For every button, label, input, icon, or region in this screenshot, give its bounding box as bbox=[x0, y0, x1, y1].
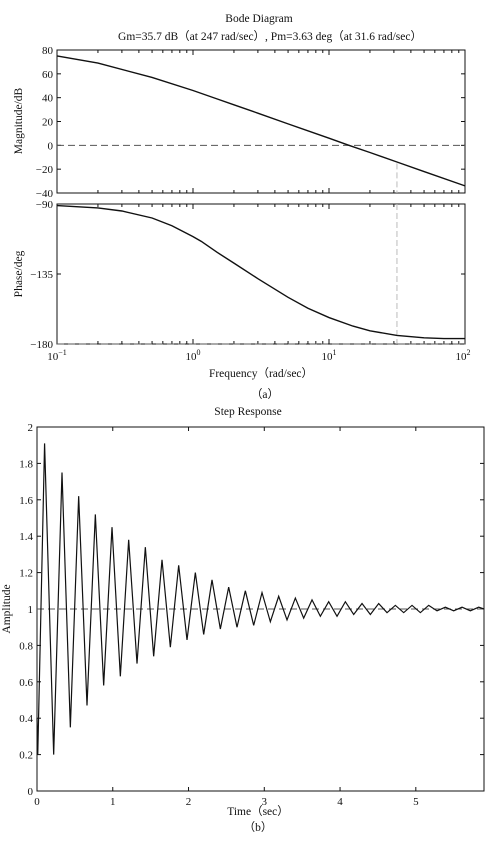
step-x-tick-label: 3 bbox=[262, 796, 268, 808]
magnitude-y-tick-label: −40 bbox=[36, 188, 54, 200]
magnitude-y-tick-label: 20 bbox=[42, 117, 54, 129]
frequency-tick-label: 100 bbox=[186, 348, 201, 363]
frequency-tick-label: 101 bbox=[322, 348, 337, 363]
magnitude-plot-frame bbox=[56, 49, 466, 194]
step-y-tick-label: 0.8 bbox=[19, 640, 33, 652]
amplitude-axis-label: Amplitude bbox=[1, 584, 13, 633]
phase-plot-frame bbox=[56, 203, 466, 345]
magnitude-y-tick-label: −20 bbox=[36, 164, 54, 176]
step-y-tick-label: 0.4 bbox=[19, 713, 33, 725]
step-x-tick-label: 1 bbox=[110, 796, 116, 808]
step-y-tick-label: 1.4 bbox=[19, 531, 33, 543]
step-y-tick-label: 2 bbox=[28, 422, 34, 434]
frequency-axis-label: Frequency（rad/sec） bbox=[209, 367, 313, 380]
caption-a: （a） bbox=[251, 388, 279, 401]
phase-axis-label: Phase/deg bbox=[13, 250, 25, 297]
step-y-tick-label: 0.2 bbox=[19, 750, 33, 762]
bode-subtitle: Gm=35.7 dB（at 247 rad/sec）, Pm=3.63 deg（… bbox=[118, 30, 422, 43]
magnitude-y-ticks: −40 −20 0 20 40 60 80 bbox=[36, 45, 465, 200]
phase-x-ticks bbox=[56, 204, 460, 344]
step-x-tick-label: 4 bbox=[337, 796, 343, 808]
frequency-tick-label: 102 bbox=[456, 348, 471, 363]
step-title: Step Response bbox=[214, 406, 281, 418]
step-y-tick-label: 1.2 bbox=[19, 568, 33, 580]
step-y-ticks: 0 0.2 0.4 0.6 0.8 1 1.2 1.4 1.6 1.8 2 bbox=[19, 422, 484, 798]
step-x-tick-label: 0 bbox=[34, 796, 40, 808]
phase-curve bbox=[56, 204, 465, 340]
magnitude-curve bbox=[56, 55, 466, 187]
caption-b: （b） bbox=[244, 821, 273, 834]
phase-y-tick-label: −180 bbox=[30, 339, 53, 351]
step-y-tick-label: 0 bbox=[28, 786, 34, 798]
step-y-tick-label: 1 bbox=[28, 604, 34, 616]
step-x-tick-label: 2 bbox=[186, 796, 192, 808]
step-response-curve bbox=[36, 443, 485, 755]
phase-panel: −180 −135 −90 Phase/deg bbox=[13, 199, 466, 351]
phase-y-tick-label: −90 bbox=[36, 199, 54, 211]
frequency-tick-labels: 10−1 100 101 102 bbox=[47, 348, 470, 363]
step-x-tick-label: 5 bbox=[413, 796, 419, 808]
magnitude-y-tick-label: 60 bbox=[42, 69, 54, 81]
magnitude-y-tick-label: 80 bbox=[42, 45, 54, 57]
bode-title: Bode Diagram bbox=[225, 13, 292, 25]
phase-y-tick-label: −135 bbox=[30, 269, 53, 281]
magnitude-axis-label: Magnitude/dB bbox=[13, 87, 25, 154]
magnitude-y-tick-label: 40 bbox=[42, 93, 54, 105]
step-y-tick-label: 0.6 bbox=[19, 677, 33, 689]
magnitude-x-ticks bbox=[56, 50, 460, 193]
step-response: Step Response 0 0.2 0.4 0.6 0.8 1 1.2 1.4 1.6 1.8… bbox=[1, 406, 485, 834]
magnitude-y-tick-label: 0 bbox=[48, 140, 54, 152]
magnitude-panel: −40 −20 0 20 40 60 80 Magnitude/dB bbox=[13, 45, 466, 200]
step-x-ticks: 0 1 2 3 4 5 bbox=[34, 427, 419, 808]
phase-y-ticks: −180 −135 −90 bbox=[30, 199, 465, 351]
frequency-tick-label: 10−1 bbox=[47, 348, 67, 363]
bode-diagram: Bode Diagram Gm=35.7 dB（at 247 rad/sec）,… bbox=[13, 13, 471, 401]
step-y-tick-label: 1.6 bbox=[19, 495, 33, 507]
step-y-tick-label: 1.8 bbox=[19, 458, 33, 470]
time-axis-label: Time（sec） bbox=[227, 805, 289, 818]
